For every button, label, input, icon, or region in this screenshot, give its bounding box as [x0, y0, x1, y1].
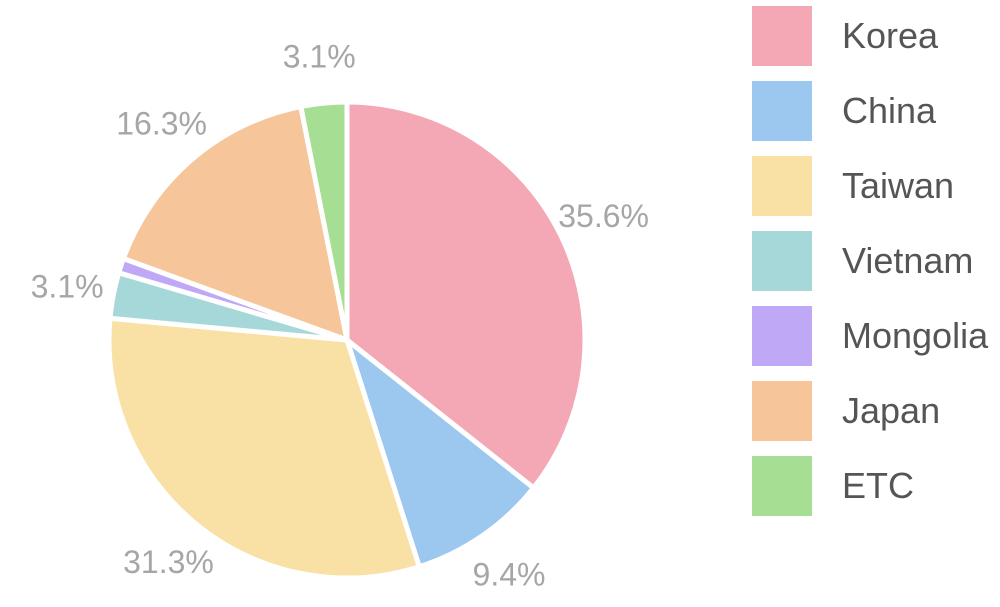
legend-label: Korea [842, 15, 939, 56]
legend-swatch [752, 381, 812, 441]
slice-label-japan: 16.3% [116, 106, 207, 142]
legend: Korea China Taiwan Vietnam Mongolia Japan ETC [752, 6, 988, 531]
pie-slice-japan [120, 104, 350, 343]
legend-swatch [752, 81, 812, 141]
legend-label: ETC [842, 465, 914, 506]
legend-label: China [842, 90, 937, 131]
pie-slice-taiwan [106, 315, 422, 581]
legend-swatch [752, 156, 812, 216]
slice-label-taiwan: 31.3% [123, 544, 214, 580]
legend-swatch [752, 231, 812, 291]
pie-slice-etc [298, 99, 350, 343]
legend-item-korea[interactable]: Korea [752, 6, 988, 66]
pie-slice-korea [344, 99, 588, 491]
legend-item-etc[interactable]: ETC [752, 456, 988, 516]
legend-item-mongolia[interactable]: Mongolia [752, 306, 988, 366]
slice-label-etc: 3.1% [283, 38, 356, 74]
legend-item-japan[interactable]: Japan [752, 381, 988, 441]
legend-swatch [752, 456, 812, 516]
slice-label-china: 9.4% [473, 557, 546, 593]
slice-label-vietnam: 3.1% [31, 269, 104, 305]
legend-label: Vietnam [842, 240, 974, 281]
legend-swatch [752, 306, 812, 366]
pie-slice-china [344, 337, 536, 570]
legend-label: Mongolia [842, 315, 989, 356]
legend-label: Japan [842, 390, 941, 431]
legend-item-china[interactable]: China [752, 81, 988, 141]
legend-item-taiwan[interactable]: Taiwan [752, 156, 988, 216]
slice-label-korea: 35.6% [558, 198, 649, 234]
legend-item-vietnam[interactable]: Vietnam [752, 231, 988, 291]
legend-swatch [752, 6, 812, 66]
legend-label: Taiwan [842, 165, 955, 206]
